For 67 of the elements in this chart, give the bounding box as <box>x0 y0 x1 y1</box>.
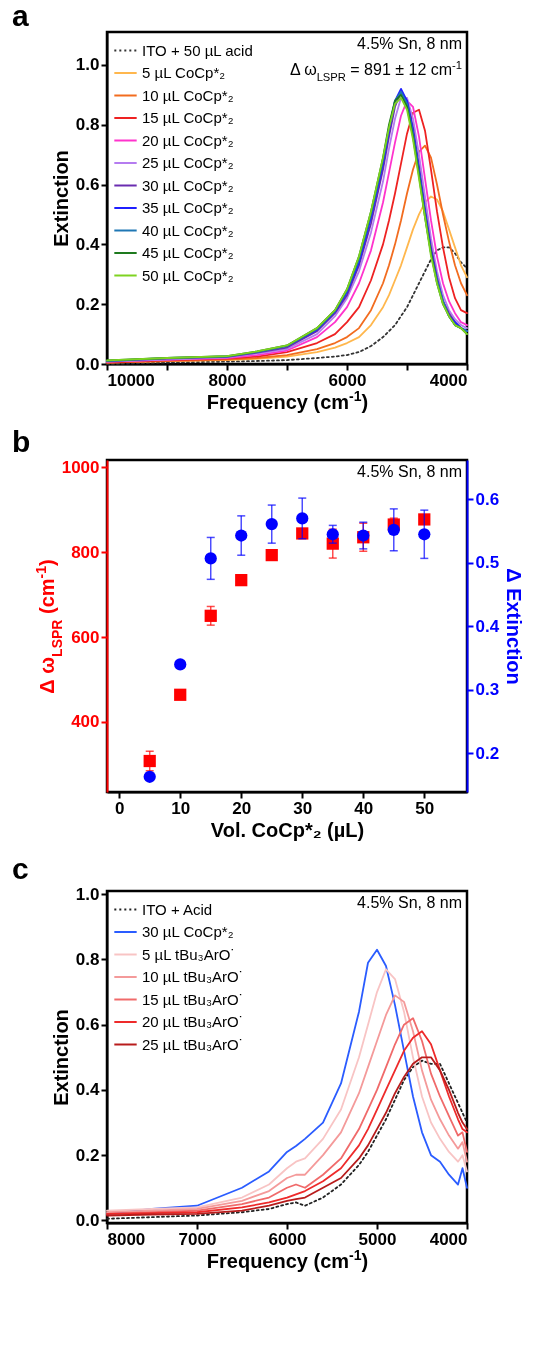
y-tick-label: 0.8 <box>75 115 100 135</box>
x-axis-title: Frequency (cm$^{-1}$) <box>206 1246 369 1272</box>
x-tick-label: 5000 <box>358 1229 397 1249</box>
x-tick-label: 0 <box>114 798 125 818</box>
y-tick-label: 0.8 <box>75 949 100 969</box>
y-tick-label: 600 <box>71 627 100 647</box>
y-tick-label: 1.0 <box>75 55 100 75</box>
legend-label: 35 µL CoCp*₂ <box>142 199 234 216</box>
y-tick-label: 0.4 <box>75 1080 101 1100</box>
legend-label: 15 µL tBu₃ArO˙ <box>142 990 244 1008</box>
legend-label: 25 µL tBu₃ArO˙ <box>142 1035 244 1053</box>
legend-label: ITO + 50 µL acid <box>142 41 253 59</box>
x-tick-label: 10 <box>171 798 191 818</box>
y-tick-label: 1000 <box>61 457 100 477</box>
y-tick-label: 0.6 <box>75 1015 100 1035</box>
annotation: 4.5% Sn, 8 nm <box>357 463 462 480</box>
y2-tick-label: 0.6 <box>475 489 500 509</box>
y-tick-label: 800 <box>71 542 100 562</box>
x-tick-label: 6000 <box>268 1229 307 1249</box>
legend-label: 20 µL tBu₃ArO˙ <box>142 1013 244 1030</box>
x-tick-label: 4000 <box>429 370 468 390</box>
x-tick-label: 20 <box>232 798 252 818</box>
x-tick-label: 8000 <box>208 370 247 390</box>
legend-label: 45 µL CoCp*₂ <box>142 244 234 261</box>
y-tick-label: 0.6 <box>75 175 100 195</box>
legend-label: ITO + Acid <box>142 900 213 918</box>
legend-label: 10 µL CoCp*₂ <box>142 86 234 104</box>
y-tick-label: 0.4 <box>75 234 101 254</box>
x-tick-label: 10000 <box>107 370 155 390</box>
y-tick-label: 0.2 <box>75 294 100 314</box>
chart-title: b <box>12 425 31 459</box>
annotation: 4.5% Sn, 8 nm <box>357 894 462 911</box>
x-tick-label: 50 <box>415 798 435 818</box>
y-tick-label: 0.0 <box>75 354 100 374</box>
y-tick-label: 0.2 <box>75 1145 100 1165</box>
x-tick-label: 6000 <box>328 370 367 390</box>
y-axis-title: Extinction <box>49 1009 72 1106</box>
legend-label: 20 µL CoCp*₂ <box>142 131 234 149</box>
y2-tick-label: 0.3 <box>475 680 500 700</box>
legend-label: 50 µL CoCp*₂ <box>142 266 234 284</box>
legend-label: 25 µL CoCp*₂ <box>142 154 234 171</box>
x-axis-title: Vol. CoCp*₂ (µL) <box>210 818 365 841</box>
y2-axis-title: Δ Extinction <box>503 568 526 685</box>
legend-label: 5 µL tBu₃ArO˙ <box>142 945 236 963</box>
legend-label: 30 µL CoCp*₂ <box>142 176 234 194</box>
x-tick-label: 40 <box>354 798 374 818</box>
chart-title: c <box>12 852 29 886</box>
y-tick-label: 1.0 <box>75 884 100 904</box>
legend-label: 10 µL tBu₃ArO˙ <box>142 968 244 985</box>
annotation: Δ ω$_{LSPR}$ = 891 ± 12 cm$^{-1}$ <box>289 59 462 83</box>
x-axis-title: Frequency (cm$^{-1}$) <box>206 387 369 413</box>
legend-label: 15 µL CoCp*₂ <box>142 109 234 126</box>
y2-tick-label: 0.2 <box>475 743 500 763</box>
x-tick-label: 7000 <box>178 1229 217 1249</box>
y-tick-label: 0.0 <box>75 1210 100 1230</box>
y-axis-title: Extinction <box>49 150 72 247</box>
y2-tick-label: 0.5 <box>475 553 500 573</box>
y-tick-label: 400 <box>71 712 100 732</box>
x-tick-label: 30 <box>293 798 313 818</box>
annotation: 4.5% Sn, 8 nm <box>357 35 462 52</box>
legend-label: 30 µL CoCp*₂ <box>142 923 234 940</box>
legend-label: 40 µL CoCp*₂ <box>142 221 234 239</box>
legend-label: 5 µL CoCp*₂ <box>142 64 226 81</box>
chart-title: a <box>12 0 29 32</box>
x-tick-label: 4000 <box>429 1229 468 1249</box>
y2-tick-label: 0.4 <box>475 616 500 636</box>
x-tick-label: 8000 <box>107 1229 146 1249</box>
